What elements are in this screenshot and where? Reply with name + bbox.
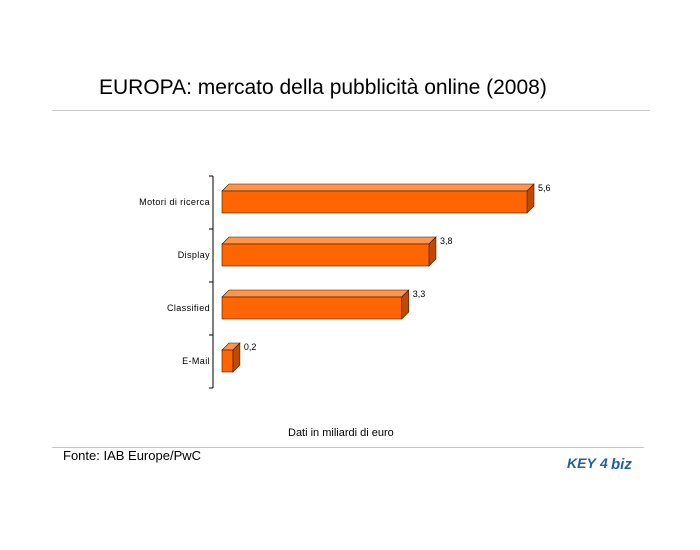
- bar-top-face: [221, 183, 535, 192]
- bar-front-face: [221, 243, 430, 267]
- bar-front-face: [221, 190, 528, 214]
- bar-3: [221, 342, 241, 373]
- bars-group: [221, 183, 535, 373]
- logo-text-mid: 4: [599, 455, 608, 471]
- bar-front-face: [221, 296, 403, 320]
- category-label-0: Motori di ricerca: [139, 197, 210, 207]
- bar-0: [221, 183, 535, 214]
- logo-text-left: KEY: [567, 455, 597, 471]
- header-divider: [52, 110, 650, 111]
- key4biz-logo: KEY 4 biz: [567, 455, 632, 473]
- value-label-0: 5,6: [538, 183, 551, 193]
- chart-title: EUROPA: mercato della pubblicità online …: [99, 76, 547, 99]
- axis-ticks: [209, 175, 213, 389]
- bar-top-face: [221, 289, 410, 298]
- source-note: Fonte: IAB Europe/PwC: [63, 448, 202, 463]
- category-label-3: E-Mail: [182, 356, 210, 366]
- chart-caption: Dati in miliardi di euro: [288, 427, 394, 439]
- bar-1: [221, 236, 437, 267]
- category-label-2: Classified: [167, 303, 210, 313]
- category-labels: Motori di ricerca Display Classified E-Mail: [139, 197, 210, 366]
- bar-top-face: [221, 236, 437, 245]
- value-label-1: 3,8: [440, 236, 453, 246]
- footer-divider: [52, 447, 644, 448]
- category-label-1: Display: [178, 250, 210, 260]
- bar-front-face: [221, 349, 234, 373]
- value-label-3: 0,2: [244, 342, 257, 352]
- bar-2: [221, 289, 410, 320]
- logo-text-right: biz: [611, 456, 632, 473]
- value-label-2: 3,3: [413, 289, 426, 299]
- value-labels: 5,6 3,8 3,3 0,2: [244, 183, 551, 352]
